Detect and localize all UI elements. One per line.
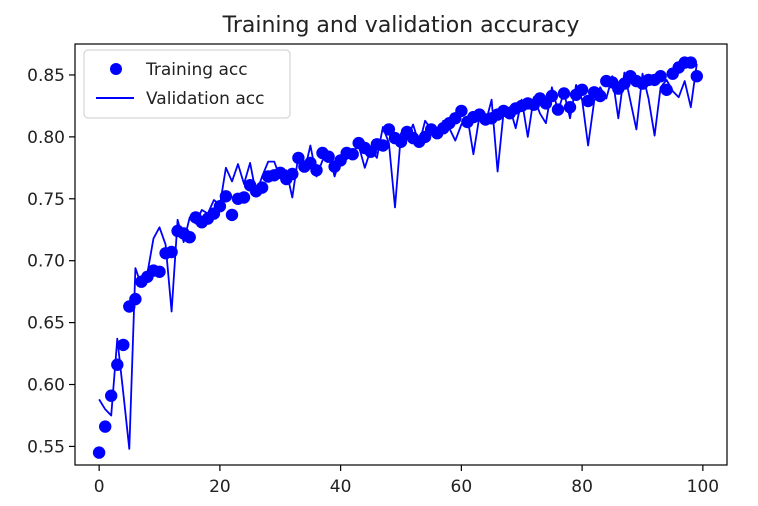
training-acc-point [455,104,468,118]
plot-area [92,56,703,459]
training-acc-point [165,245,178,259]
legend-box [83,49,291,119]
training-acc-point [213,200,227,213]
training-acc-point [376,139,390,152]
axes: 0 20 40 60 80 100 0.55 0.60 0.65 0.70 0.75 0.80 0.85 [27,43,728,497]
y-tick-label: 0.75 [27,190,65,210]
y-tick-label: 0.60 [27,376,65,396]
training-acc-point [310,164,323,177]
training-acc-point [153,265,166,278]
y-tick-label: 0.85 [27,66,65,86]
legend-label-training: Training acc [145,60,248,80]
training-acc-point [660,83,673,97]
training-acc-point [105,389,118,402]
x-tick-label: 0 [94,477,105,497]
training-acc-point [346,148,359,161]
training-acc-point [237,191,251,204]
y-tick-label: 0.80 [27,128,65,148]
training-acc-point [286,167,299,181]
x-tick-label: 20 [209,477,231,497]
chart-title: Training and validation accuracy [222,13,580,38]
training-acc-point [551,103,565,116]
y-tick-label: 0.55 [27,437,65,457]
training-acc-point [92,446,106,459]
training-acc-point [594,89,607,103]
legend-marker-training [110,63,122,75]
training-acc-point [225,208,239,222]
training-acc-point [292,151,305,165]
training-acc-point [219,190,233,203]
training-acc-point [690,70,703,83]
training-acc-point [382,123,396,136]
legend: Training acc Validation acc [83,49,291,119]
x-tick-label: 100 [687,477,719,497]
training-acc-point [684,56,697,69]
training-acc-point [394,135,408,148]
training-acc-point [255,181,269,194]
training-acc-point [111,358,124,371]
training-acc-point [183,231,196,244]
training-acc-point [99,420,112,433]
y-tick-label: 0.65 [27,314,65,334]
x-tick-label: 80 [571,477,593,497]
training-acc-point [322,150,335,163]
training-acc-point [117,338,130,352]
training-acc-point [557,87,571,100]
x-tick-label: 60 [451,477,473,497]
plot-frame [74,43,728,466]
training-acc-point [129,292,142,306]
training-acc-point [563,101,577,114]
training-acc-point [575,83,589,97]
training-acc-point [581,94,595,108]
y-tick-label: 0.70 [27,252,65,272]
training-acc-point [545,89,559,103]
training-acc-point [654,70,667,83]
legend-label-validation: Validation acc [146,89,264,109]
x-tick-label: 40 [330,477,352,497]
